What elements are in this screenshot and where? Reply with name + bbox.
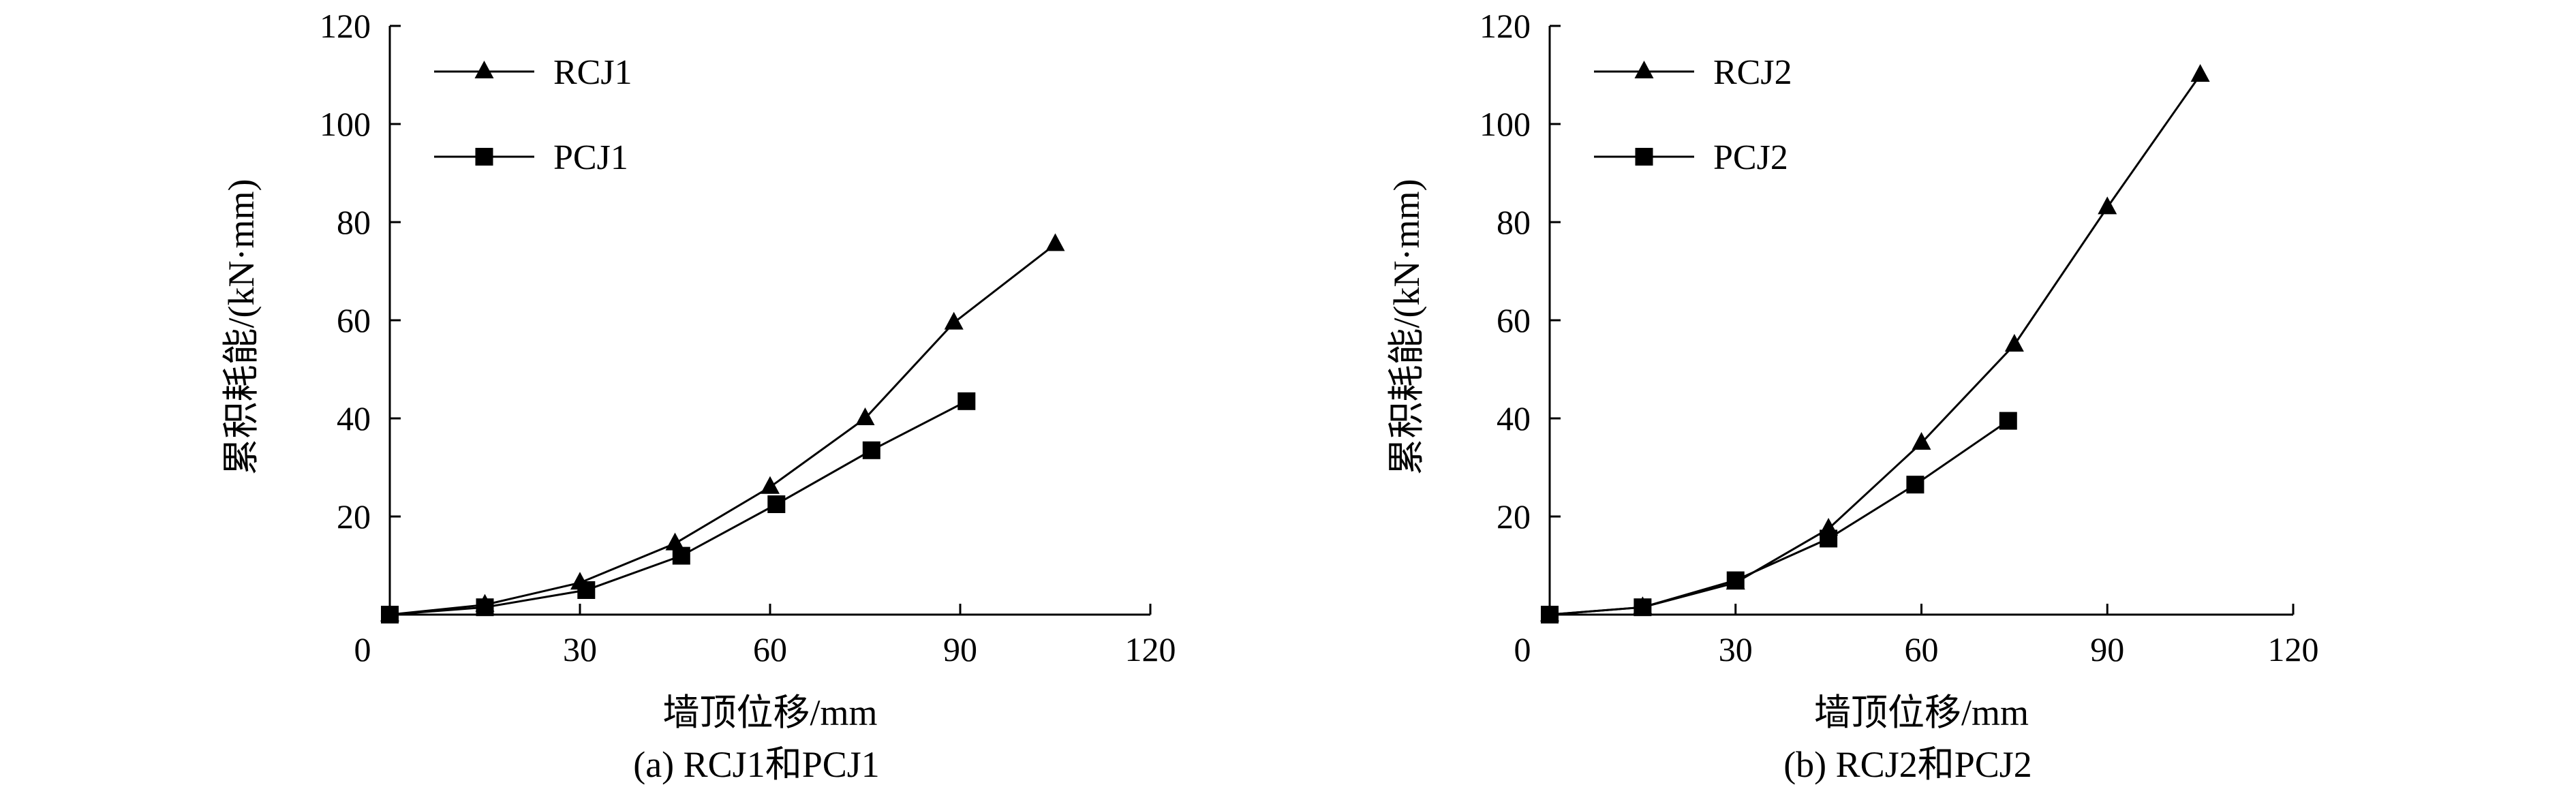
data-point-RCJ2 bbox=[2190, 64, 2210, 82]
data-point-PCJ1 bbox=[957, 392, 976, 410]
data-point-PCJ2 bbox=[1541, 606, 1559, 623]
y-tick-label: 40 bbox=[337, 399, 371, 437]
data-point-PCJ2 bbox=[1999, 412, 2017, 430]
data-point-PCJ1 bbox=[381, 606, 399, 623]
data-point-RCJ2 bbox=[1912, 432, 1931, 450]
data-point-PCJ2 bbox=[1726, 571, 1745, 589]
data-point-PCJ1 bbox=[767, 495, 786, 513]
y-tick-label: 60 bbox=[337, 301, 371, 339]
legend-marker-PCJ1 bbox=[475, 148, 493, 166]
data-point-RCJ2 bbox=[2004, 334, 2024, 352]
y-tick-label: 120 bbox=[1479, 7, 1531, 45]
series-line-PCJ2 bbox=[1549, 420, 2009, 616]
data-point-PCJ1 bbox=[577, 581, 596, 599]
x-axis-label: 墙顶位移/mm bbox=[662, 692, 877, 733]
data-point-PCJ1 bbox=[862, 441, 880, 459]
data-point-RCJ1 bbox=[761, 476, 780, 494]
x-tick-label: 60 bbox=[1905, 630, 1939, 668]
y-tick-label: 80 bbox=[1497, 203, 1531, 241]
data-point-PCJ2 bbox=[1634, 598, 1652, 617]
data-point-RCJ1 bbox=[1045, 233, 1065, 251]
data-point-RCJ2 bbox=[2098, 196, 2117, 215]
legend-label-PCJ1: PCJ1 bbox=[553, 138, 628, 177]
x-tick-label: 0 bbox=[1514, 630, 1531, 668]
y-tick-label: 60 bbox=[1497, 301, 1531, 339]
y-tick-label: 20 bbox=[337, 497, 371, 536]
legend-label-RCJ2: RCJ2 bbox=[1713, 53, 1792, 92]
data-point-RCJ1 bbox=[855, 407, 875, 425]
data-point-PCJ1 bbox=[672, 546, 690, 565]
legend-marker-PCJ2 bbox=[1635, 148, 1653, 166]
x-tick-label: 0 bbox=[354, 630, 371, 668]
y-tick-label: 100 bbox=[320, 105, 371, 143]
x-tick-label: 30 bbox=[1719, 630, 1753, 668]
y-tick-label: 20 bbox=[1497, 497, 1531, 536]
x-tick-label: 60 bbox=[753, 630, 787, 668]
legend-marker-RCJ1 bbox=[474, 61, 494, 78]
y-tick-label: 40 bbox=[1497, 399, 1531, 437]
chart-caption: (b) RCJ2和PCJ2 bbox=[1783, 744, 2032, 785]
y-axis-label: 累积耗能/(kN·mm) bbox=[221, 179, 262, 476]
data-point-PCJ2 bbox=[1820, 529, 1838, 548]
legend-label-PCJ2: PCJ2 bbox=[1713, 138, 1788, 177]
x-tick-label: 30 bbox=[563, 630, 597, 668]
x-axis-label: 墙顶位移/mm bbox=[1814, 692, 2029, 733]
series-line-RCJ1 bbox=[389, 243, 1056, 616]
series-line-PCJ1 bbox=[389, 400, 967, 616]
legend-label-RCJ1: RCJ1 bbox=[553, 53, 632, 92]
data-point-PCJ2 bbox=[1906, 476, 1925, 494]
x-tick-label: 120 bbox=[2268, 630, 2319, 668]
y-tick-label: 100 bbox=[1479, 105, 1531, 143]
data-point-RCJ1 bbox=[944, 311, 964, 330]
data-point-RCJ1 bbox=[665, 532, 685, 551]
y-tick-label: 80 bbox=[337, 203, 371, 241]
x-tick-label: 90 bbox=[943, 630, 977, 668]
y-axis-label: 累积耗能/(kN·mm) bbox=[1386, 179, 1427, 476]
y-tick-label: 120 bbox=[320, 7, 371, 45]
chart-caption: (a) RCJ1和PCJ1 bbox=[633, 744, 880, 785]
legend-marker-RCJ2 bbox=[1634, 61, 1654, 78]
x-tick-label: 120 bbox=[1125, 630, 1176, 668]
data-point-PCJ1 bbox=[476, 598, 494, 617]
x-tick-label: 90 bbox=[2090, 630, 2124, 668]
